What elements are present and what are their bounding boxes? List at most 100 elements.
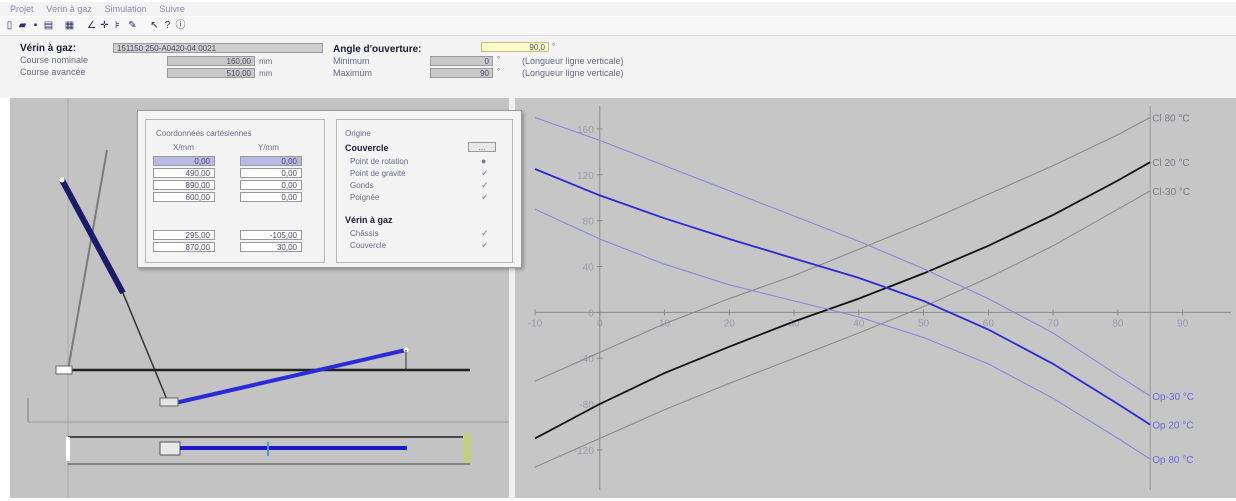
coord-cell-y[interactable]: 30,00	[240, 242, 302, 252]
angle-field[interactable]: 90,0	[481, 42, 549, 52]
y-tick-label: 0	[588, 308, 594, 319]
series-line-0	[534, 117, 1151, 382]
col-x-header: X/mm	[173, 143, 194, 152]
origin-option-radio[interactable]: ✓	[481, 240, 489, 250]
origin-option-label: Point de gravité	[350, 169, 406, 178]
lid-arm[interactable]	[174, 348, 407, 405]
help-icon[interactable]: ?	[164, 20, 171, 31]
x-tick-label: 0	[597, 318, 603, 329]
origin-option-radio[interactable]: ✓	[481, 228, 489, 238]
x-tick-label: 50	[918, 318, 930, 329]
length-unit: mm	[259, 69, 273, 78]
y-tick-label: 80	[583, 217, 595, 228]
coord-cell-x[interactable]: 490,00	[153, 168, 215, 178]
section-couvercle: Couvercle	[345, 143, 389, 153]
series-line-5	[534, 208, 1151, 460]
max-unit: °	[497, 67, 501, 76]
series-line-2	[534, 190, 1151, 468]
hinge-icon[interactable]: ⊧	[114, 20, 121, 31]
gas-spring-rod	[122, 292, 169, 403]
menu-bar: Projet Vérin à gaz Simulation Suivre	[0, 2, 1236, 16]
menu-projet[interactable]: Projet	[10, 4, 34, 14]
x-tick-label: 20	[724, 318, 736, 329]
hinge-point[interactable]	[55, 365, 73, 375]
force-chart: -10 0 10 20 30 40 50 60 70 80 90 160 120 80 40 0 -40 -80-…	[515, 98, 1236, 498]
open-icon[interactable]: ▰	[18, 20, 27, 31]
coord-cell-y[interactable]: 0,00	[240, 192, 302, 202]
origin-option-radio[interactable]: ●	[481, 156, 487, 166]
cylinder-body-small[interactable]	[159, 441, 181, 456]
spring-bottom-mount[interactable]	[159, 397, 179, 407]
coord-cell-x[interactable]: 600,00	[153, 192, 215, 202]
about-icon[interactable]: ⓘ	[175, 20, 186, 31]
stroke-field[interactable]: 160,00	[167, 56, 255, 66]
rail-end-left	[66, 437, 70, 461]
new-icon[interactable]: ▯	[6, 20, 13, 31]
mechanism-canvas	[27, 98, 509, 498]
rail-end-right	[463, 433, 471, 463]
series-line-4	[534, 168, 1151, 426]
angle-label: Angle d'ouverture:	[333, 44, 422, 55]
origin-option-radio[interactable]: ✓	[481, 168, 489, 178]
coord-cell-x[interactable]: 890,00	[153, 180, 215, 190]
series-line-1	[534, 161, 1151, 440]
properties-panel: Vérin à gaz: 151150 250-A0420-04 0021 Co…	[0, 36, 1236, 98]
coord-cell-y[interactable]: 0,00	[240, 180, 302, 190]
coord-cell-x[interactable]: 870,00	[153, 242, 215, 252]
origin-option-label: Gonds	[350, 181, 374, 190]
angle-icon[interactable]: ∠	[87, 20, 96, 31]
series-label-4: Op 20 °C	[1152, 421, 1193, 432]
col-y-header: Y/mm	[258, 143, 279, 152]
x-tick-label: 90	[1177, 318, 1189, 329]
cursor-icon[interactable]: ↖	[150, 20, 159, 31]
y-tick-label: -80	[579, 400, 594, 411]
force-chart-svg: -10 0 10 20 30 40 50 60 70 80 9016012080400-40-80-…	[528, 106, 1231, 490]
save-icon[interactable]: ▪	[33, 20, 38, 31]
min-note: (Longueur ligne verticale)	[522, 56, 624, 66]
x-tick-label: 70	[1048, 318, 1060, 329]
length-label: Course avancée	[20, 67, 86, 77]
max-field[interactable]: 90	[430, 68, 493, 78]
series-line-3	[534, 116, 1151, 397]
menu-verin[interactable]: Vérin à gaz	[46, 4, 92, 14]
series-label-5: Op 80 °C	[1152, 455, 1193, 466]
toolbar: ▯ ▰ ▪ ▤ ▦ ∠ ✛ ⊧ ✎ ↖ ? ⓘ	[0, 17, 1236, 36]
section-verin: Vérin à gaz	[345, 215, 393, 225]
series-label-1: Cl 20 °C	[1152, 158, 1189, 169]
origin-option-radio[interactable]: ✓	[481, 180, 489, 190]
move-icon[interactable]: ✛	[100, 20, 109, 31]
coord-cell-x[interactable]: 0,00	[153, 156, 215, 166]
length-field[interactable]: 510,00	[167, 68, 255, 78]
origin-more-button[interactable]: ...	[468, 142, 496, 152]
max-note: (Longueur ligne verticale)	[522, 68, 624, 78]
y-tick-label: -40	[579, 354, 594, 365]
origin-title: Origine	[345, 129, 371, 138]
print-icon[interactable]: ▤	[43, 20, 54, 31]
coord-cell-y[interactable]: 0,00	[240, 156, 302, 166]
menu-simulation[interactable]: Simulation	[104, 4, 147, 14]
pane-splitter[interactable]	[509, 98, 515, 498]
x-tick-label: 80	[1112, 318, 1124, 329]
menu-suivre[interactable]: Suivre	[159, 4, 185, 14]
x-tick-label: 40	[853, 318, 865, 329]
spring-top-pivot[interactable]	[59, 177, 65, 183]
gas-spring-body[interactable]	[59, 178, 126, 295]
coordinates-dialog: Coordonnées cartésiennes X/mm Y/mm 0,00 0…	[137, 110, 522, 268]
y-tick-label: 120	[577, 171, 594, 182]
max-label: Maximum	[333, 68, 373, 78]
x-tick-label: 60	[983, 318, 995, 329]
series-label-3: Op-30 °C	[1152, 392, 1194, 403]
coord-cell-y[interactable]: 0,00	[240, 168, 302, 178]
coord-cell-x[interactable]: 295,00	[153, 230, 215, 240]
origin-option-radio[interactable]: ✓	[481, 192, 489, 202]
min-unit: °	[497, 55, 501, 64]
origin-option-label: Poignée	[350, 193, 380, 202]
origin-option-label: Couvercle	[350, 241, 387, 250]
coord-cell-y[interactable]: -105,00	[240, 230, 302, 240]
calc-icon[interactable]: ▦	[64, 20, 75, 31]
draw-icon[interactable]: ✎	[128, 20, 137, 31]
cylinder-value[interactable]: 151150 250-A0420-04 0021	[113, 43, 323, 53]
y-tick-label: -120	[574, 446, 594, 457]
min-field[interactable]: 0	[430, 56, 493, 66]
